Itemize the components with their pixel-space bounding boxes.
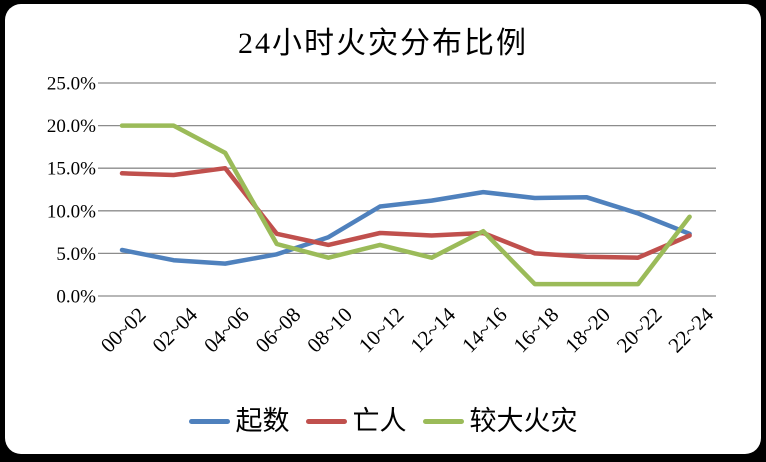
x-axis-tick-label: 08~10 [302,303,357,358]
y-axis-tick-label: 0.0% [56,287,96,308]
chart-title: 24小时火灾分布比例 [238,27,528,60]
y-axis-tick-label: 10.0% [47,201,96,222]
x-axis-tick-label: 00~02 [96,303,151,358]
x-axis-tick-label: 06~08 [251,303,306,358]
legend-item-qishu: 起数 [188,405,290,436]
x-axis-tick-label: 22~24 [663,302,718,357]
x-axis-tick-label: 18~20 [560,303,615,358]
x-axis-tick-label: 10~12 [354,303,409,358]
legend-label: 起数 [235,405,290,436]
legend-line-icon [422,418,464,424]
legend-line-icon [188,418,230,424]
x-axis-tick-label: 04~06 [199,303,254,358]
y-axis-tick-label: 20.0% [47,116,96,137]
legend: 起数 亡人 较大火灾 [0,401,766,441]
x-axis-tick-label: 02~04 [147,302,202,357]
series-line-2 [119,123,692,287]
x-axis-tick-label: 20~22 [612,303,667,358]
x-axis-tick-label: 12~14 [405,302,460,357]
legend-item-jiaodahuozai: 较大火灾 [422,405,578,436]
x-axis-tick-label: 14~16 [457,303,512,358]
legend-item-wangren: 亡人 [305,405,407,436]
legend-label: 较大火灾 [469,405,578,436]
y-axis-tick-label: 5.0% [56,244,96,265]
series-line-1 [119,165,692,260]
y-axis-tick-label: 25.0% [47,74,96,95]
chart-panel [5,4,761,454]
series-line-0 [119,189,692,266]
legend-label: 亡人 [352,405,407,436]
legend-line-icon [305,418,347,424]
x-axis-tick-label: 16~18 [509,303,564,358]
y-axis-tick-label: 15.0% [47,159,96,180]
